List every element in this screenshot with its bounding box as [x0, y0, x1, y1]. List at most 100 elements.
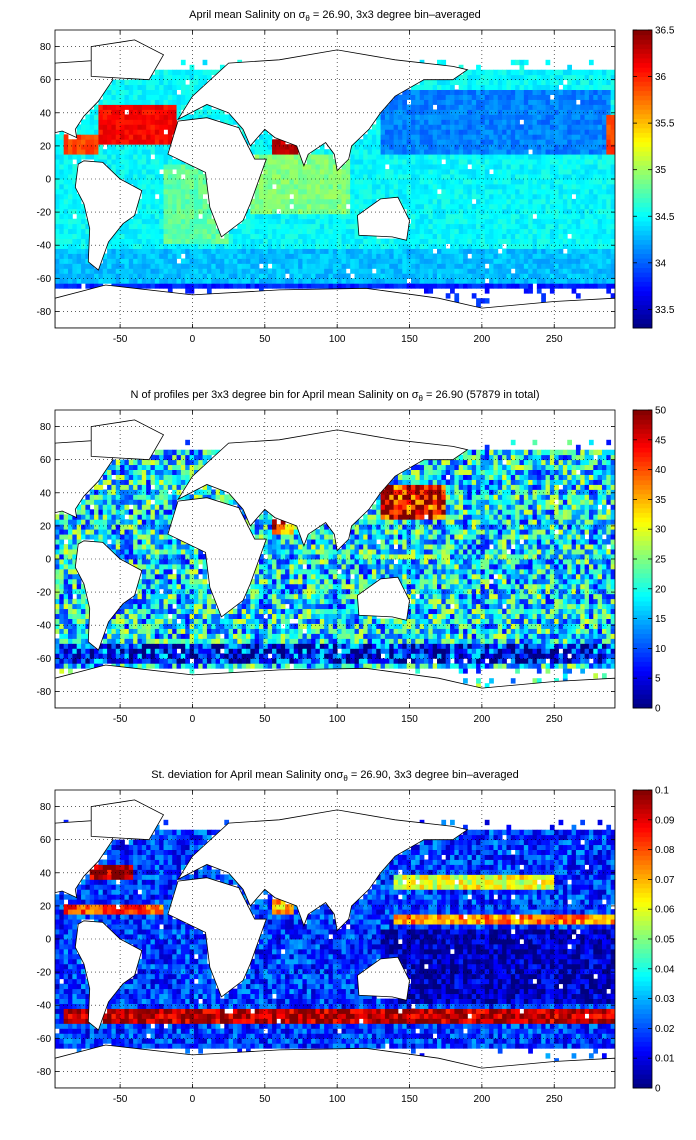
heatmap-cell	[454, 149, 460, 155]
heatmap-cell	[63, 134, 69, 140]
heatmap-cell	[588, 144, 594, 150]
heatmap-cell	[423, 134, 429, 140]
heatmap-cell	[562, 238, 568, 244]
heatmap-cell	[406, 114, 412, 120]
heatmap-cell	[393, 179, 399, 185]
heatmap-cell	[189, 208, 195, 215]
heatmap-cell	[163, 228, 169, 235]
heatmap-cell	[59, 233, 65, 239]
heatmap-cell	[324, 208, 329, 215]
heatmap-cell	[315, 648, 321, 654]
heatmap-cell	[59, 149, 65, 155]
heatmap-cell	[441, 233, 447, 239]
heatmap-cell	[315, 183, 321, 190]
heatmap-cell	[541, 268, 546, 274]
heatmap-cell	[454, 129, 460, 135]
heatmap-cell	[423, 228, 429, 235]
heatmap-cell	[601, 203, 607, 210]
heatmap-cell	[406, 208, 412, 215]
heatmap-cell	[510, 114, 516, 120]
heatmap-cell	[63, 233, 69, 239]
heatmap-cell	[497, 109, 503, 115]
heatmap-cell	[124, 84, 130, 90]
heatmap-cell	[502, 198, 507, 205]
heatmap-cell	[163, 663, 169, 669]
heatmap-cell	[523, 59, 529, 66]
heatmap-cell	[272, 213, 277, 220]
heatmap-cell	[341, 179, 347, 185]
heatmap-cell	[380, 154, 386, 160]
heatmap-cell	[510, 74, 516, 81]
heatmap-cell	[363, 273, 368, 279]
heatmap-cell	[276, 169, 282, 175]
heatmap-cell	[332, 283, 338, 289]
heatmap-cell	[358, 164, 364, 170]
heatmap-cell	[515, 179, 520, 185]
heatmap-cell	[167, 228, 173, 235]
heatmap-cell	[497, 134, 503, 140]
heatmap-cell	[68, 658, 73, 664]
heatmap-cell	[458, 134, 464, 140]
heatmap-cell	[202, 174, 208, 180]
heatmap-cell	[237, 273, 243, 279]
heatmap-cell	[454, 79, 460, 86]
heatmap-cell	[471, 223, 477, 230]
heatmap-cell	[454, 159, 460, 165]
heatmap-cell	[597, 193, 603, 200]
heatmap-cell	[289, 653, 295, 659]
heatmap-cell	[254, 149, 260, 155]
heatmap-cell	[571, 164, 577, 170]
heatmap-cell	[302, 663, 308, 669]
heatmap-cell	[276, 223, 282, 230]
heatmap-cell	[393, 124, 399, 130]
heatmap-cell	[467, 114, 473, 120]
heatmap-cell	[445, 179, 451, 185]
heatmap-cell	[237, 663, 243, 669]
heatmap-cell	[562, 154, 568, 160]
heatmap-cell	[532, 193, 538, 200]
heatmap-cell	[63, 248, 69, 254]
colorbar-step	[633, 137, 652, 143]
heatmap-cell	[384, 258, 390, 264]
heatmap-cell	[554, 89, 559, 95]
heatmap-cell	[371, 253, 377, 259]
heatmap-cell	[350, 223, 355, 230]
heatmap-cell	[402, 278, 408, 284]
heatmap-cell	[137, 268, 143, 274]
heatmap-cell	[285, 144, 290, 150]
heatmap-cell	[445, 263, 451, 269]
heatmap-cell	[172, 278, 177, 284]
heatmap-cell	[350, 243, 355, 249]
heatmap-cell	[515, 139, 520, 145]
heatmap-cell	[545, 203, 551, 210]
heatmap-cell	[454, 119, 460, 125]
heatmap-cell	[606, 129, 612, 135]
heatmap-cell	[202, 104, 208, 110]
heatmap-cell	[63, 164, 69, 170]
heatmap-cell	[437, 278, 442, 284]
heatmap-cell	[167, 69, 173, 76]
heatmap-cell	[410, 283, 416, 289]
heatmap-cell	[384, 248, 390, 254]
heatmap-cell	[276, 164, 282, 170]
heatmap-cell	[489, 84, 494, 90]
heatmap-cell	[358, 278, 364, 284]
heatmap-cell	[115, 164, 121, 170]
heatmap-cell	[528, 193, 533, 200]
heatmap-cell	[484, 164, 490, 170]
heatmap-cell	[354, 144, 360, 150]
heatmap-cell	[458, 243, 464, 249]
x-tick-label: 100	[329, 334, 346, 345]
heatmap-cell	[471, 104, 477, 110]
heatmap-cell	[176, 203, 182, 210]
heatmap-cell	[211, 223, 217, 230]
heatmap-cell	[141, 124, 147, 130]
heatmap-cell	[328, 154, 334, 160]
heatmap-cell	[502, 658, 507, 664]
heatmap-cell	[293, 278, 299, 284]
heatmap-cell	[163, 84, 169, 90]
heatmap-cell	[458, 174, 464, 180]
heatmap-cell	[606, 94, 612, 100]
heatmap-cell	[263, 134, 269, 140]
heatmap-cell	[493, 164, 499, 170]
